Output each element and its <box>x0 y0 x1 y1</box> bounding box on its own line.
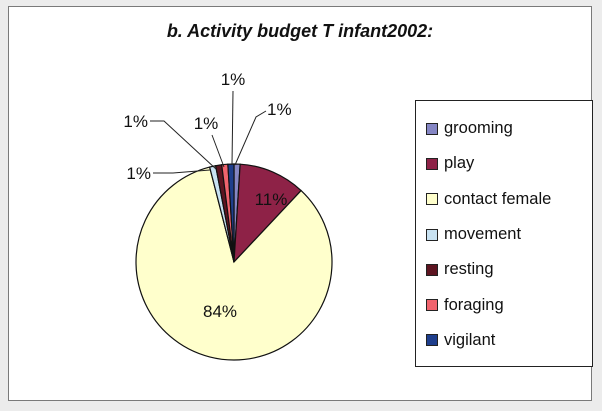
legend-item-contact-female: contact female <box>416 182 592 217</box>
legend-item-play: play <box>416 146 592 181</box>
pie-slice-vigilant <box>227 163 235 263</box>
legend-swatch <box>426 193 438 206</box>
legend-label: contact female <box>444 189 552 208</box>
legend-item-grooming: grooming <box>416 111 592 146</box>
data-label-contact-female: 84% <box>203 302 237 321</box>
legend-label: grooming <box>444 119 513 138</box>
legend-label: play <box>444 154 475 173</box>
legend-item-movement: movement <box>416 217 592 252</box>
data-label-play: 11% <box>255 190 288 209</box>
pie-slice-play <box>233 163 302 264</box>
legend-label: movement <box>444 225 522 244</box>
leader-line-vigilant <box>231 90 234 166</box>
legend-item-vigilant: vigilant <box>416 323 592 358</box>
legend-item-resting: resting <box>416 252 592 287</box>
legend-label: resting <box>444 260 494 279</box>
leader-line-grooming <box>234 110 267 166</box>
legend-swatch <box>426 228 438 241</box>
chart-frame: b. Activity budget T infant2002: 1% 11% 84… <box>8 6 593 401</box>
leader-line-foraging <box>211 134 225 168</box>
leader-line-movement <box>153 169 211 174</box>
legend-swatch <box>426 299 438 312</box>
pie-slice-contact-female <box>135 166 333 361</box>
legend-label: foraging <box>444 295 504 314</box>
legend-swatch <box>426 334 438 347</box>
chart-title: b. Activity budget T infant2002: <box>166 21 434 41</box>
legend-swatch <box>426 122 438 135</box>
legend-swatch <box>426 263 438 276</box>
pie-chart: 1% 11% 84% 1% 1% 1% 1% <box>123 70 333 361</box>
data-label-resting: 1% <box>123 112 148 131</box>
legend-label: vigilant <box>444 330 496 349</box>
data-label-foraging: 1% <box>194 114 219 133</box>
legend: grooming play contact female movement restin… <box>415 100 593 367</box>
data-label-movement: 1% <box>126 164 151 183</box>
data-label-grooming: 1% <box>267 100 292 119</box>
legend-item-foraging: foraging <box>416 287 592 322</box>
legend-swatch <box>426 157 438 170</box>
data-label-vigilant: 1% <box>221 70 246 89</box>
leader-line-resting <box>150 120 217 170</box>
